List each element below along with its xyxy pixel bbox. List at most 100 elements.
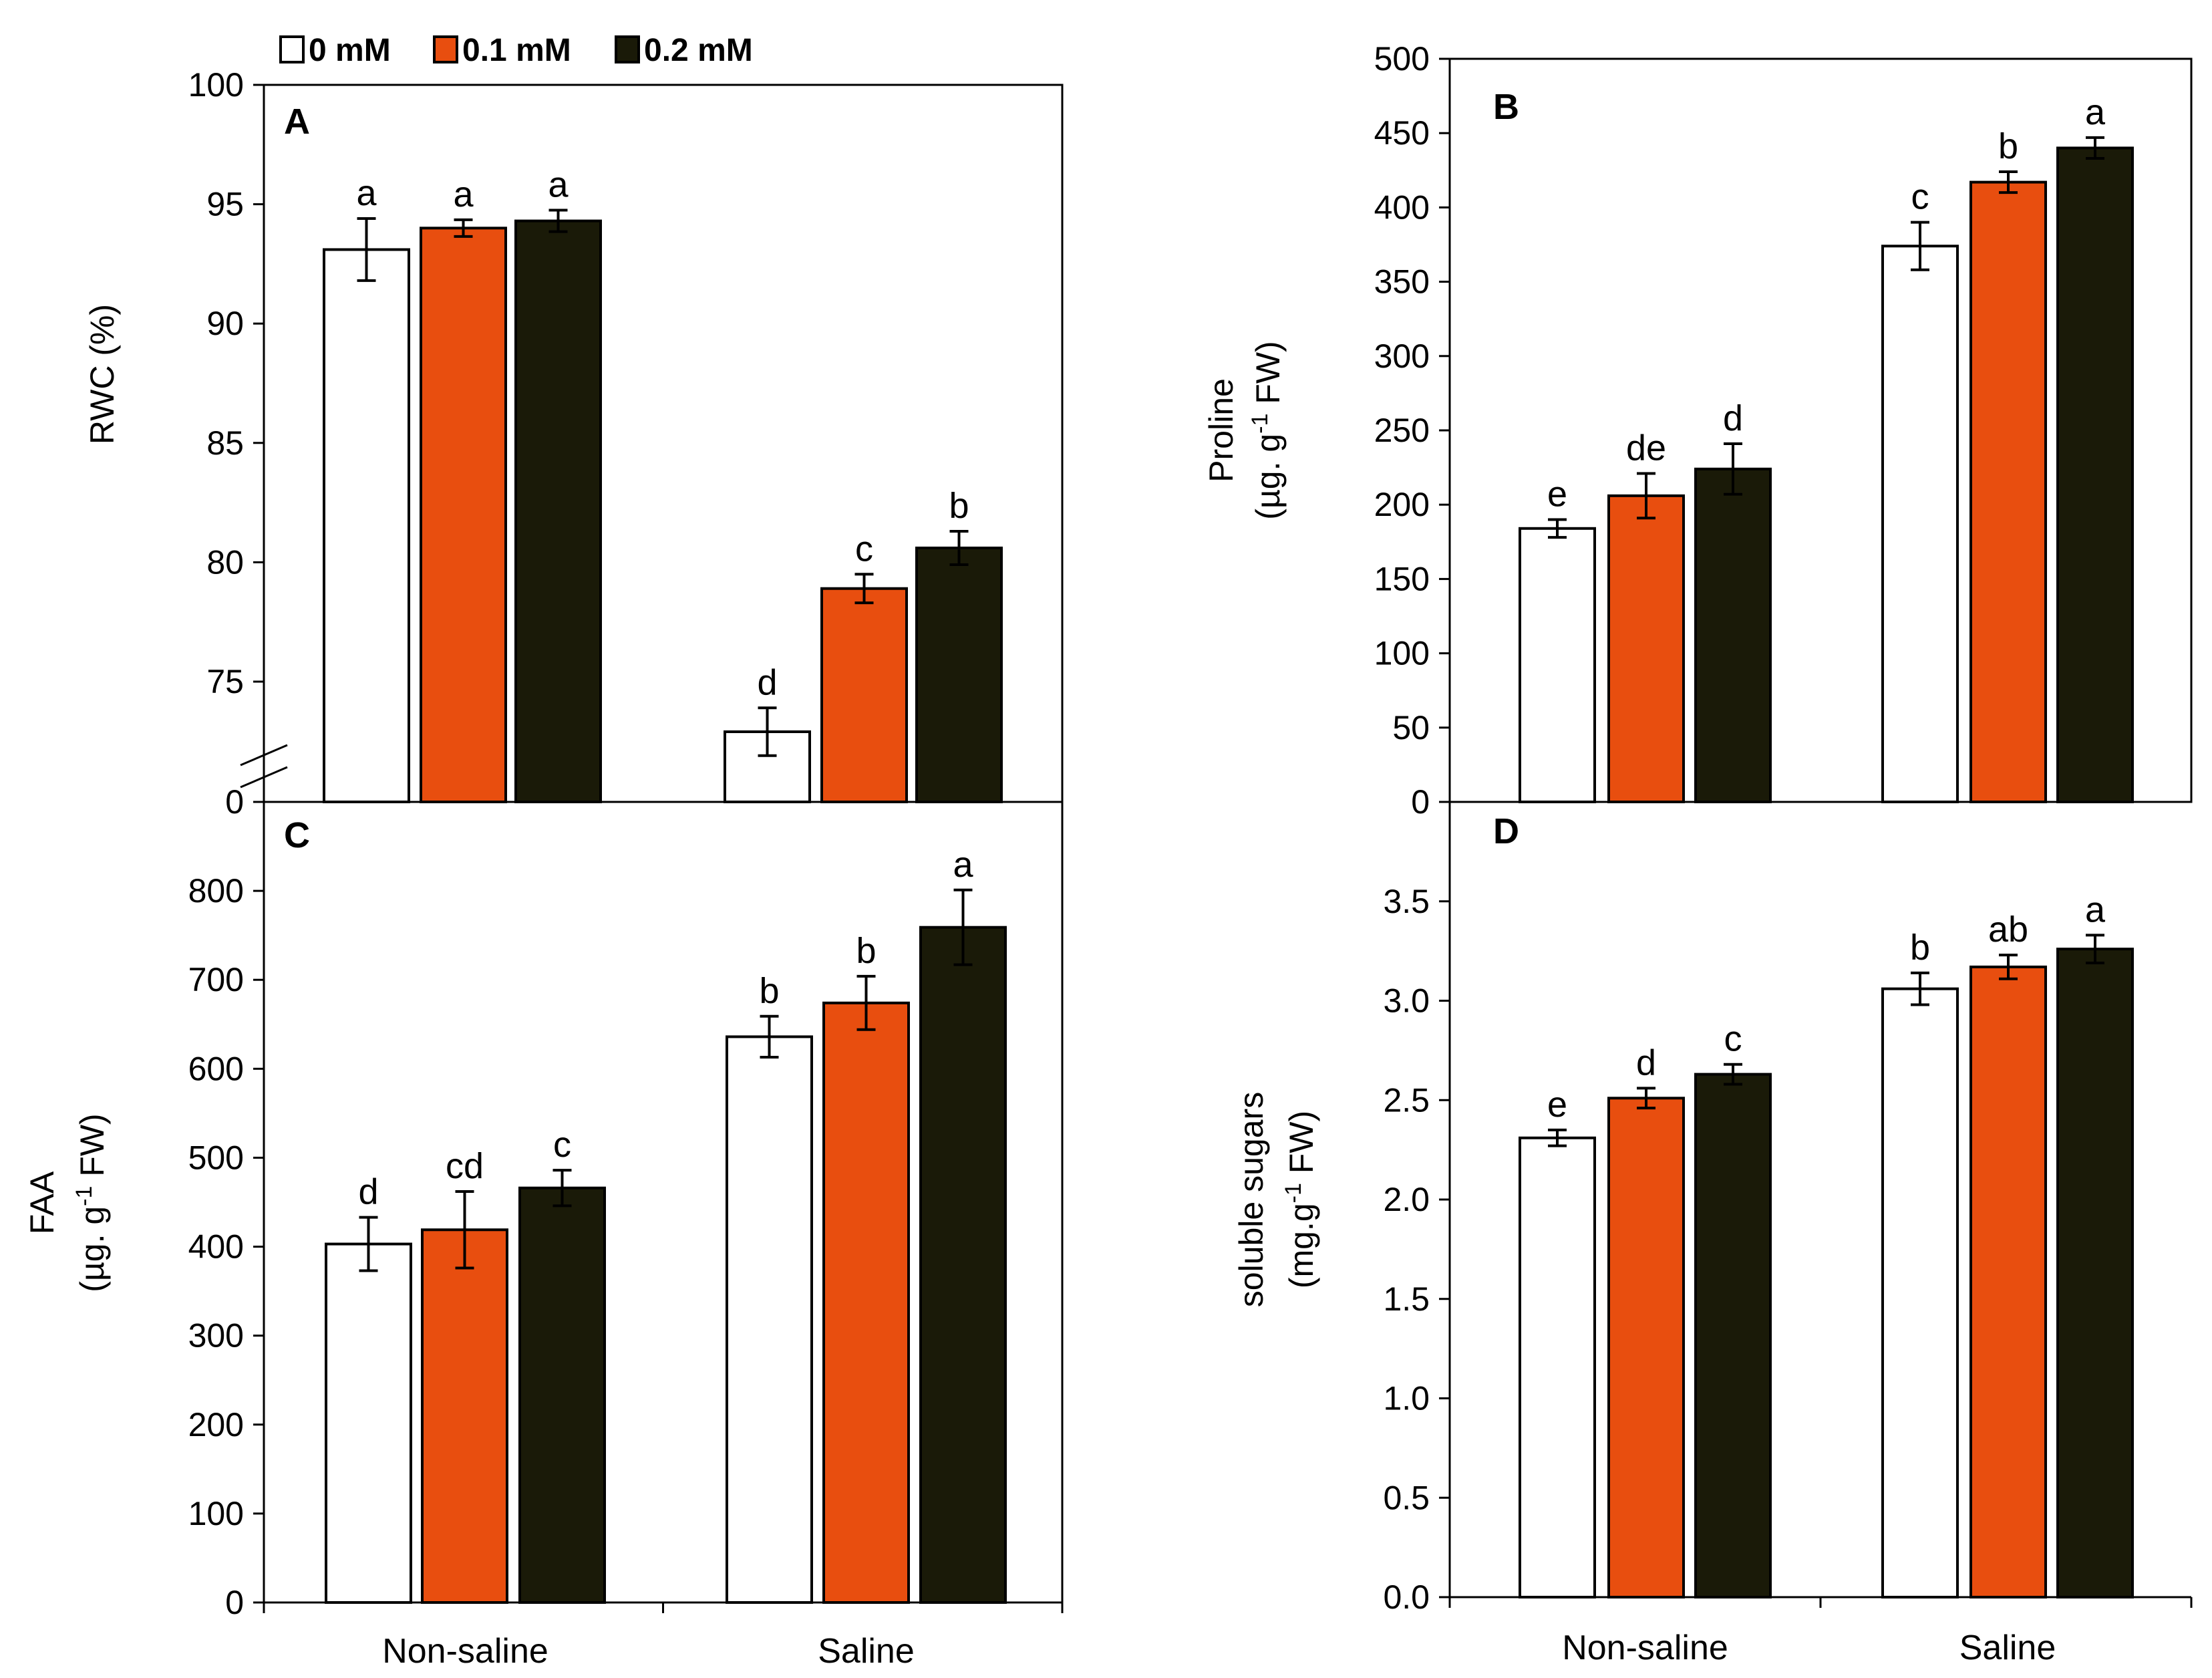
panel-d-bar-nonsaline-0mM-significance-letter: e: [1547, 1085, 1567, 1125]
panel-b-bar-nonsaline-0.2mM-significance-letter: d: [1723, 398, 1743, 438]
panel-b-bar-nonsaline-0.1mM-significance-letter: de: [1626, 428, 1666, 468]
panel-d-bar-saline-0mM-significance-letter: b: [1910, 928, 1930, 968]
panel-a-bar-nonsaline-0.1mM: [420, 227, 507, 803]
panel-a-y-tick-label-2: 80: [206, 543, 244, 581]
panel-a-y-tick-label-5: 95: [206, 186, 244, 223]
panel-c-bar-saline-0.2mM-significance-letter: a: [953, 845, 973, 885]
panel-d-bar-nonsaline-0.1mM-significance-letter: d: [1636, 1042, 1656, 1083]
panel-c-y-axis-title: FAA: [23, 1171, 61, 1234]
panel-b-bar-nonsaline-0.2mM: [1694, 467, 1772, 803]
panel-d-bar-nonsaline-0mM: [1519, 1136, 1596, 1598]
panel-d-bar-nonsaline-0.2mM: [1694, 1073, 1772, 1598]
panel-d-category-label-saline: Saline: [1959, 1629, 2056, 1667]
panel-d-category-label-nonsaline: Non-saline: [1562, 1629, 1728, 1667]
panel-a-bar-nonsaline-0.1mM-significance-letter: a: [453, 174, 474, 215]
panel-a-bar-saline-0.1mM: [820, 587, 908, 804]
panel-d-y-axis-title: soluble sugars: [1233, 1092, 1270, 1307]
panel-b-y-tick-label-3: 150: [1374, 560, 1430, 597]
legend-swatch-0.1mM: [433, 35, 458, 63]
panel-c-bar-saline-0.2mM: [919, 926, 1007, 1604]
panel-b-bar-saline-0mM: [1881, 245, 1959, 803]
panel-b: 0 50 100 150 200 250 300 350 400 450 500 B Proline (µ…: [1203, 40, 2193, 821]
panel-d-bar-saline-0.2mM: [2056, 948, 2134, 1598]
panel-c-y-axis-unit: (µg. g-1 FW): [71, 1113, 111, 1292]
panel-d-y-tick-label-7: 3.5: [1383, 883, 1430, 920]
panel-b-bar-saline-0.2mM: [2056, 146, 2134, 803]
panel-a-axis-break-1: [240, 744, 288, 766]
panel-c-y-tick-label-7: 700: [188, 961, 244, 998]
panel-b-bar-saline-0.1mM: [1969, 180, 2047, 804]
panel-a-y-tick-label-0: 0: [225, 783, 244, 821]
panel-c-y-tick-label-0: 0: [225, 1584, 244, 1621]
panel-b-y-tick-label-5: 250: [1374, 412, 1430, 449]
panel-b-y-tick-label-1: 50: [1392, 709, 1430, 746]
panel-a-bar-nonsaline-0.2mM: [514, 219, 602, 803]
panel-c-y-tick-label-6: 600: [188, 1050, 244, 1087]
panel-d-letter: D: [1493, 811, 1519, 851]
legend: 0 mM 0.1 mM 0.2 mM: [279, 33, 753, 68]
panel-a-bar-saline-0.1mM-significance-letter: c: [855, 529, 873, 569]
panel-c-bar-nonsaline-0mM: [325, 1242, 412, 1604]
legend-swatch-0mM: [279, 35, 305, 63]
panel-c-category-label-nonsaline: Non-saline: [382, 1632, 548, 1671]
panel-b-bar-nonsaline-0.1mM: [1607, 494, 1685, 804]
panel-c-y-tick-label-3: 300: [188, 1317, 244, 1355]
panel-b-y-tick-label-9: 450: [1374, 114, 1430, 152]
panel-a-letter: A: [284, 102, 310, 142]
panel-a-bar-nonsaline-0mM: [323, 248, 410, 803]
panel-c-bar-nonsaline-0.2mM-significance-letter: c: [553, 1125, 571, 1165]
panel-b-bar-nonsaline-0mM-significance-letter: e: [1547, 474, 1567, 514]
panel-c-bar-nonsaline-0.2mM: [518, 1186, 606, 1604]
panel-c-y-tick-label-4: 400: [188, 1228, 244, 1266]
panel-b-bar-saline-0mM-significance-letter: c: [1911, 177, 1929, 217]
panel-a-y-tick-label-4: 90: [206, 305, 244, 342]
legend-label-0mM: 0 mM: [309, 33, 391, 68]
panel-b-y-tick-label-10: 500: [1374, 40, 1430, 78]
panel-c: 0 100 200 300 400 500 600 700 800 C FAA (µg. g-1 FW…: [23, 801, 1064, 1671]
panel-c-bar-saline-0mM-significance-letter: b: [759, 971, 779, 1011]
panel-b-y-tick-label-0: 0: [1411, 783, 1430, 821]
panel-d-y-tick-label-5: 2.5: [1383, 1081, 1430, 1119]
panel-b-bar-saline-0.2mM-significance-letter: a: [2085, 92, 2106, 132]
panel-d-y-tick-label-6: 3.0: [1383, 982, 1430, 1020]
panel-b-y-tick-label-7: 350: [1374, 263, 1430, 301]
panel-a-bar-saline-0.2mM-significance-letter: b: [949, 486, 969, 526]
panel-d-y-tick-label-1: 0.5: [1383, 1479, 1430, 1516]
panel-c-y-tick-label-5: 500: [188, 1139, 244, 1176]
panel-a-y-tick-label-6: 100: [188, 66, 244, 104]
panel-a-bar-nonsaline-0mM-significance-letter: a: [356, 173, 377, 213]
legend-swatch-0.2mM: [615, 35, 640, 63]
panel-d-bar-saline-0mM: [1881, 987, 1959, 1598]
panel-c-bar-saline-0.1mM: [822, 1001, 910, 1604]
panel-a-y-axis-title: RWC (%): [84, 304, 121, 444]
panel-a-y-tick-label-3: 85: [206, 424, 244, 462]
panel-a: 0 75 80 85 90 95 100 A RWC (%) a d a c a b: [84, 66, 1064, 821]
panel-c-letter: C: [284, 815, 310, 855]
panel-b-y-axis-unit: (µg. g-1 FW): [1247, 341, 1287, 519]
panel-b-y-tick-label-4: 200: [1374, 486, 1430, 523]
panel-c-bar-nonsaline-0.1mM-significance-letter: cd: [446, 1146, 484, 1186]
panel-c-bar-nonsaline-0mM-significance-letter: d: [358, 1172, 378, 1212]
panel-c-bar-nonsaline-0.1mM: [421, 1228, 508, 1604]
panel-b-y-tick-label-2: 100: [1374, 635, 1430, 672]
panel-d-bar-saline-0.1mM-significance-letter: ab: [1988, 910, 2028, 950]
panel-b-letter: B: [1493, 87, 1519, 127]
panel-b-y-tick-label-8: 400: [1374, 188, 1430, 226]
panel-d-y-tick-label-2: 1.0: [1383, 1380, 1430, 1417]
panel-d-bar-nonsaline-0.2mM-significance-letter: c: [1724, 1019, 1742, 1059]
panel-d-bar-saline-0.1mM: [1969, 965, 2047, 1599]
panel-c-category-label-saline: Saline: [818, 1632, 915, 1671]
panel-d-y-tick-label-3: 1.5: [1383, 1280, 1430, 1318]
panel-c-y-tick-label-8: 800: [188, 872, 244, 910]
panel-d-y-tick-label-0: 0.0: [1383, 1578, 1430, 1616]
panel-d-bar-saline-0.2mM-significance-letter: a: [2085, 889, 2106, 930]
panel-b-y-tick-label-6: 300: [1374, 337, 1430, 375]
panel-a-y-tick-label-1: 75: [206, 663, 244, 700]
legend-label-0.1mM: 0.1 mM: [462, 33, 571, 68]
panel-d-y-tick-label-4: 2.0: [1383, 1181, 1430, 1218]
panel-b-bar-saline-0.1mM-significance-letter: b: [1998, 126, 2018, 166]
panel-b-bar-nonsaline-0mM: [1519, 527, 1596, 803]
panel-a-axis-break-2: [240, 766, 288, 789]
panel-d-bar-nonsaline-0.1mM: [1607, 1097, 1685, 1598]
